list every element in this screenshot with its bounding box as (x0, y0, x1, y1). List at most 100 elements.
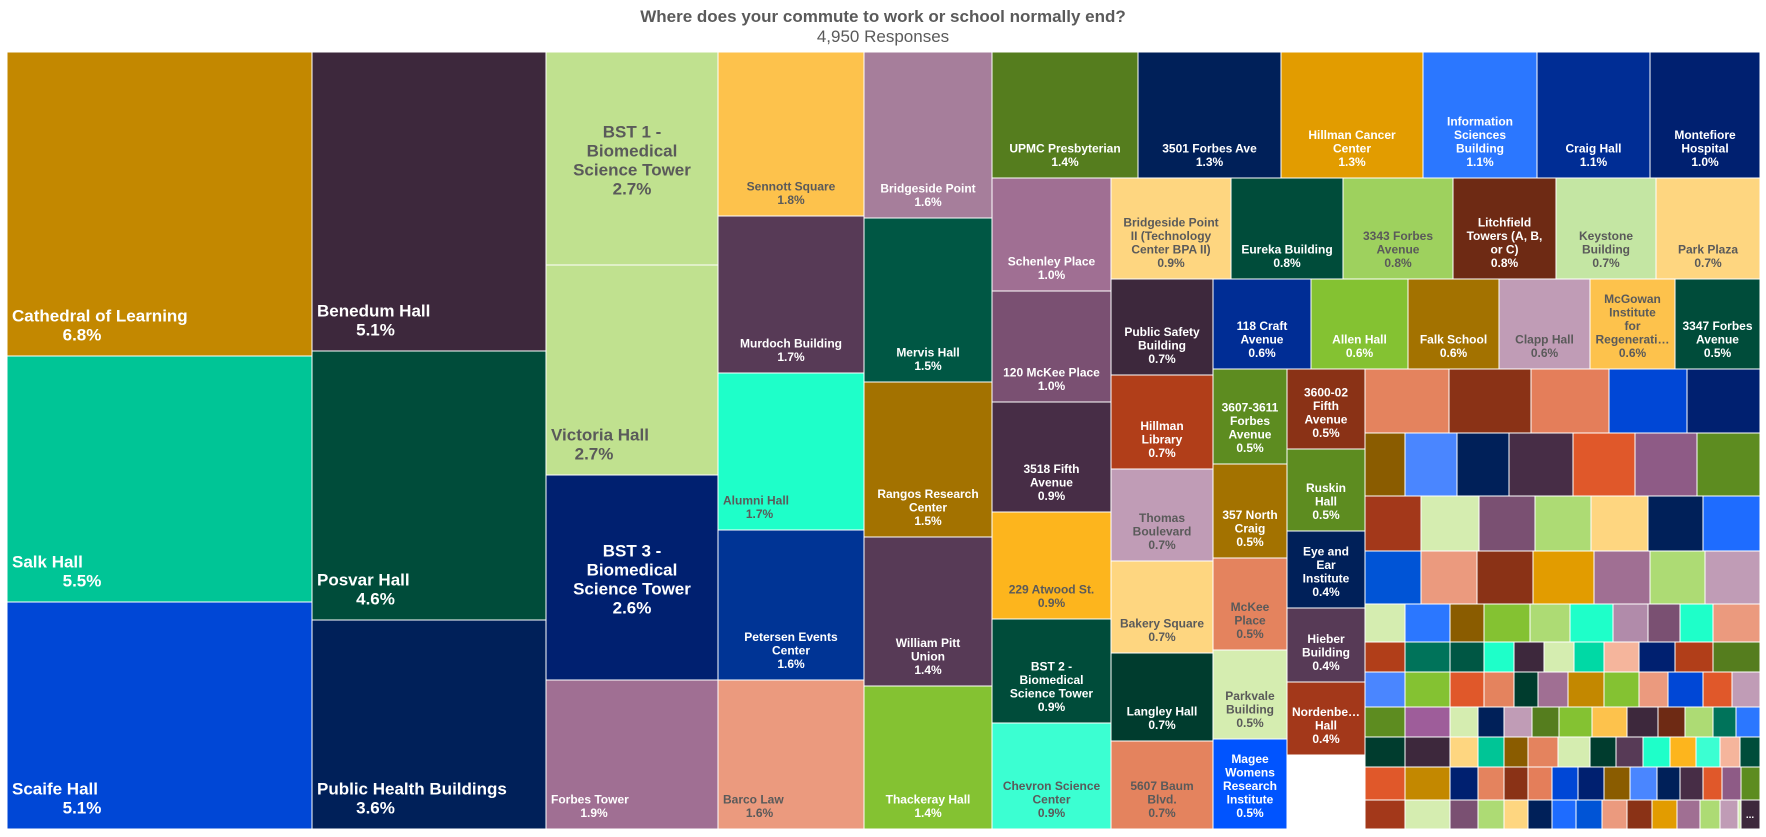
treemap-small-tile (1449, 641, 1485, 673)
treemap-tile-rect (1286, 607, 1366, 683)
treemap-small-tile (1449, 799, 1479, 830)
treemap-tile-rect (1212, 368, 1288, 465)
treemap-tile-label: Petersen Events Center 1.6% (744, 630, 838, 671)
treemap-tile-rect (1110, 740, 1214, 830)
treemap-tile: BST 3 -Biomedical Science Tower 2.6% (545, 474, 719, 681)
treemap-tile: Magee Womens Research Institute 0.5% (1212, 738, 1288, 830)
treemap-tile-rect (1137, 51, 1282, 179)
treemap-tile-rect (545, 264, 719, 476)
treemap-tile-rect (1498, 278, 1591, 370)
treemap-tile-rect (1536, 51, 1651, 179)
treemap-small-tile (1476, 550, 1534, 605)
treemap-tile-label: Thackeray Hall 1.4% (886, 792, 971, 819)
treemap-tile: Park Plaza 0.7% (1655, 177, 1761, 280)
treemap-tile-rect (1589, 278, 1676, 370)
treemap-small-tile (1669, 736, 1697, 768)
treemap-tile-label: Alumni Hall 1.7% (723, 493, 789, 520)
treemap-tile-label: 357 North Craig 0.5% (1222, 508, 1277, 549)
treemap-tile-label: Victoria Hall 2.7% (551, 425, 649, 463)
treemap-tile-label: BST 2 -Biomedical Science Tower 0.9% (1010, 659, 1093, 713)
treemap-small-tile (1449, 766, 1479, 801)
treemap-small-tile (1420, 550, 1478, 605)
treemap-tile: Bakery Square 0.7% (1110, 560, 1214, 654)
treemap-small-tile (1590, 495, 1649, 552)
treemap-small-tile (1721, 766, 1742, 801)
treemap-tile-label: 3501 Forbes Ave 1.3% (1162, 141, 1257, 168)
treemap-tile-rect (6, 51, 313, 357)
treemap-tile-rect (1286, 681, 1366, 756)
treemap-small-tile (1537, 671, 1569, 708)
treemap-small-tile (1420, 495, 1480, 552)
treemap-tile-label: William Pitt Union 1.4% (896, 636, 961, 677)
treemap-small-tile (1483, 603, 1531, 643)
treemap-small-tile (1612, 603, 1649, 643)
treemap-small-tile (1702, 671, 1733, 708)
treemap-small-tile (1404, 641, 1451, 673)
treemap-small-tile (1638, 641, 1676, 673)
treemap-tile: 229 Atwood St. 0.9% (991, 511, 1112, 620)
treemap-small-tile (1656, 766, 1681, 801)
treemap-small-tile (1593, 550, 1651, 605)
treemap-tile-label: McGowan Institute for Regenerati… 0.6% (1595, 292, 1669, 360)
treemap-small-tile (1642, 736, 1671, 768)
treemap-small-tile (1629, 766, 1658, 801)
treemap-tile-label: Salk Hall 5.5% (12, 552, 101, 590)
treemap-tile-rect (991, 290, 1112, 403)
treemap-tile-rect (545, 679, 719, 830)
treemap-small-tile (1719, 799, 1739, 830)
treemap-tile-label: 229 Atwood St. 0.9% (1009, 582, 1095, 609)
treemap-tile-rect (717, 372, 865, 531)
treemap-tile: Chevron Science Center 0.9% (991, 722, 1112, 830)
treemap-tile-label: Litchfield Towers (A, B, or C) 0.8% (1467, 215, 1543, 269)
treemap-small-tile (1477, 706, 1505, 738)
treemap-tile-rect (1110, 468, 1214, 562)
treemap-small-tile (1647, 603, 1681, 643)
treemap-tile: Thomas Boulevard 0.7% (1110, 468, 1214, 562)
treemap-tile-label: Thomas Boulevard 0.7% (1133, 511, 1192, 552)
treemap-small-tile (1695, 736, 1721, 768)
treemap-small-tile (1477, 799, 1505, 830)
treemap-small-tile (1704, 550, 1761, 605)
treemap-tile-rect (1212, 738, 1288, 830)
treemap-small-tile (1572, 432, 1636, 497)
treemap-tile-label: Barco Law 1.6% (723, 792, 784, 819)
treemap-tile-rect (717, 679, 865, 830)
treemap-small-tile (1735, 706, 1761, 738)
treemap-small-tile (1503, 706, 1533, 738)
treemap-tile: Langley Hall 0.7% (1110, 652, 1214, 742)
treemap-small-tile (1364, 736, 1406, 768)
treemap-tile: Falk School 0.6% (1407, 278, 1500, 370)
treemap-tile: 3343 Forbes Avenue 0.8% (1342, 177, 1454, 280)
treemap-tile: 120 McKee Place 1.0% (991, 290, 1112, 403)
treemap-tile-rect (991, 511, 1112, 620)
treemap-small-tile (1558, 706, 1593, 738)
treemap-tile-label: Eye and Ear Institute 0.4% (1303, 544, 1350, 598)
treemap-tile: Hillman Library 0.7% (1110, 374, 1214, 470)
treemap-tile: BST 2 -Biomedical Science Tower 0.9% (991, 618, 1112, 724)
treemap-tile-label: 3600-02 Fifth Avenue 0.5% (1304, 385, 1348, 439)
treemap-tile-label: Mervis Hall 1.5% (896, 345, 959, 372)
treemap-tile-label: Cathedral of Learning 6.8% (12, 306, 188, 344)
treemap-small-tile (1712, 603, 1761, 643)
treemap-tile-label: 5607 Baum Blvd. 0.7% (1130, 779, 1193, 820)
treemap-overflow-tile (1740, 799, 1761, 830)
treemap-small-tile (1712, 641, 1761, 673)
treemap-small-tile (1364, 641, 1406, 673)
treemap-tile: Petersen Events Center 1.6% (717, 529, 865, 681)
treemap-tile-label: Sennott Square 1.8% (747, 179, 836, 206)
treemap-tile: 3607-3611 Forbes Avenue 0.5% (1212, 368, 1288, 465)
treemap-tile-label: Magee Womens Research Institute 0.5% (1223, 752, 1277, 820)
treemap-small-tile (1404, 432, 1458, 497)
treemap-small-tile (1676, 799, 1701, 830)
treemap-tile-label: Murdoch Building 1.7% (740, 336, 842, 363)
treemap-tile-label: Hillman Cancer Center 1.3% (1308, 128, 1396, 169)
treemap-small-tile (1634, 432, 1698, 497)
treemap-tile-label: Bridgeside Point II (Technology Center BPA… (1123, 215, 1218, 269)
treemap-tile-rect (1310, 278, 1409, 370)
treemap-small-tile (1626, 706, 1659, 738)
treemap-tile-label: Benedum Hall 5.1% (317, 301, 430, 339)
treemap-small-tile (1702, 495, 1761, 552)
treemap-small-tile (1527, 766, 1553, 801)
treemap-tile-label: 3343 Forbes Avenue 0.8% (1363, 229, 1433, 270)
treemap-small-tile (1731, 671, 1761, 708)
